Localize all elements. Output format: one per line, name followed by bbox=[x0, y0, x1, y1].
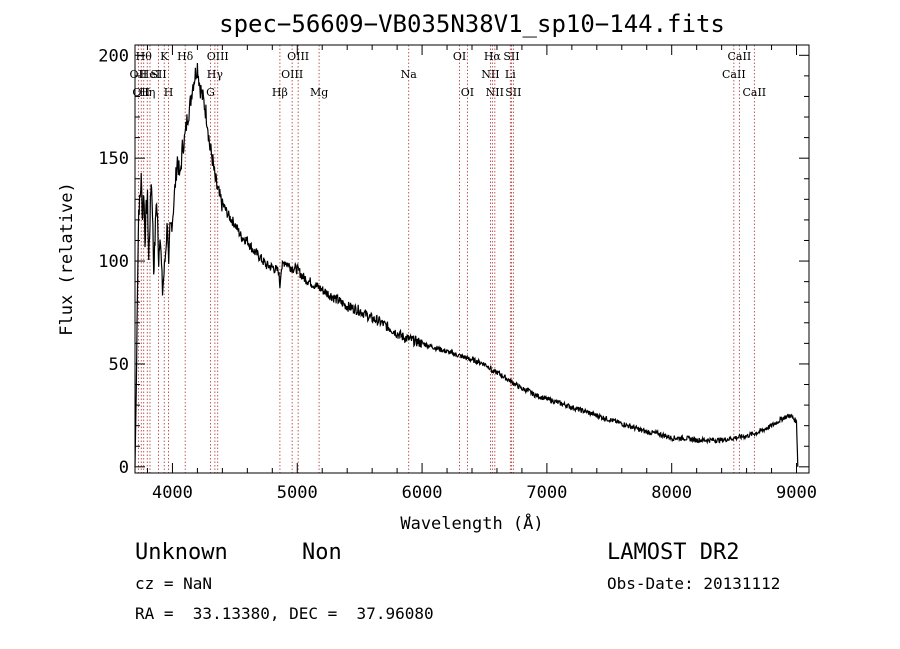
line-label: OI bbox=[461, 86, 474, 99]
line-label: OII bbox=[132, 86, 150, 99]
observation-date: Obs-Date: 20131112 bbox=[607, 574, 780, 593]
line-labels: OIIOIIHθHηHeISIIKHHδGHγOIIIHβOIIIOIIIMgN… bbox=[130, 50, 767, 99]
redshift-cz: cz = NaN bbox=[135, 574, 212, 593]
line-label: NII bbox=[481, 68, 499, 81]
line-label: H bbox=[164, 86, 174, 99]
line-label: CaII bbox=[728, 50, 752, 63]
line-label: OIII bbox=[287, 50, 309, 63]
x-tick-label: 5000 bbox=[277, 483, 318, 503]
y-tick-label: 200 bbox=[98, 46, 129, 66]
line-label: Hη bbox=[139, 86, 155, 99]
line-label: K bbox=[160, 50, 169, 63]
line-label: OII bbox=[130, 68, 148, 81]
survey-name: LAMOST DR2 bbox=[607, 540, 739, 565]
chart-title: spec−56609−VB035N38V1_sp10−144.fits bbox=[219, 10, 725, 38]
emission-lines bbox=[137, 45, 755, 473]
line-label: CaII bbox=[722, 68, 746, 81]
line-label: SII bbox=[505, 86, 521, 99]
line-label: HeI bbox=[140, 68, 160, 81]
x-ticks: 4000 5000 6000 7000 8000 9000 bbox=[146, 45, 817, 503]
y-tick-label: 0 bbox=[119, 458, 129, 478]
line-label: SII bbox=[503, 50, 519, 63]
y-ticks: 0 50 100 150 200 bbox=[98, 46, 809, 478]
line-label: Na bbox=[401, 68, 418, 81]
x-tick-label: 4000 bbox=[152, 483, 193, 503]
y-tick-label: 150 bbox=[98, 149, 129, 169]
x-tick-label: 6000 bbox=[402, 483, 443, 503]
line-label: Hθ bbox=[136, 50, 153, 63]
line-label: OIII bbox=[207, 50, 229, 63]
line-label: Hδ bbox=[177, 50, 194, 63]
x-axis-label: Wavelength (Å) bbox=[400, 512, 543, 534]
line-label: CaII bbox=[742, 86, 766, 99]
line-label: Hγ bbox=[207, 68, 224, 81]
object-subclass: Non bbox=[302, 540, 342, 565]
x-tick-label: 9000 bbox=[776, 483, 817, 503]
line-label: Li bbox=[505, 68, 516, 81]
x-tick-label: 8000 bbox=[651, 483, 692, 503]
y-axis-label: Flux (relative) bbox=[57, 182, 77, 336]
line-label: NII bbox=[486, 86, 504, 99]
line-label: Hα bbox=[484, 50, 502, 63]
spectrum-series-line bbox=[134, 62, 799, 467]
coordinates: RA = 33.13380, DEC = 37.96080 bbox=[135, 604, 434, 623]
x-tick-label: 7000 bbox=[526, 483, 567, 503]
line-label: OI bbox=[453, 50, 466, 63]
object-class: Unknown bbox=[135, 540, 228, 565]
plot-frame bbox=[134, 44, 810, 474]
y-tick-label: 100 bbox=[98, 252, 129, 272]
line-label: G bbox=[206, 86, 215, 99]
y-tick-label: 50 bbox=[109, 355, 129, 375]
line-label: Mg bbox=[310, 86, 328, 99]
line-label: OIII bbox=[281, 68, 303, 81]
line-label: SII bbox=[150, 68, 166, 81]
line-label: Hβ bbox=[272, 86, 288, 99]
